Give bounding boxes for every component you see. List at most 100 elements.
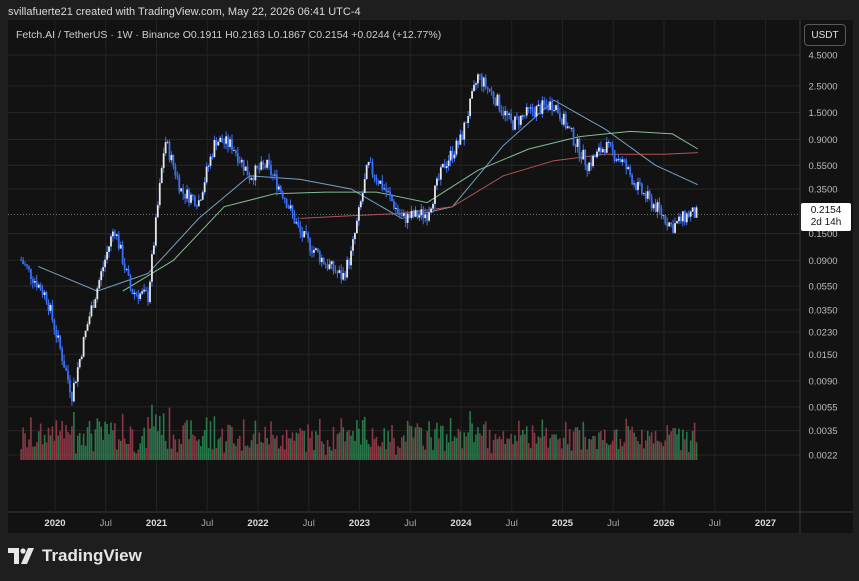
volume-bar bbox=[194, 435, 196, 460]
volume-bar bbox=[61, 421, 63, 460]
volume-bar bbox=[545, 427, 548, 460]
volume-bar bbox=[67, 432, 69, 460]
candle-body-up bbox=[418, 215, 421, 218]
candle-body-down bbox=[664, 215, 667, 224]
volume-bar bbox=[516, 441, 518, 460]
volume-bar bbox=[311, 431, 313, 460]
candle-body-up bbox=[108, 246, 110, 252]
candle-body-down bbox=[67, 370, 69, 380]
candle-body-down bbox=[594, 155, 596, 158]
ohlc-low: L0.1867 bbox=[267, 29, 306, 41]
volume-bar bbox=[685, 431, 688, 460]
candle-body-down bbox=[69, 379, 71, 393]
candle-body-up bbox=[508, 113, 511, 115]
volume-bar bbox=[629, 429, 631, 460]
candle-body-down bbox=[227, 136, 229, 147]
candle-body-down bbox=[71, 392, 73, 402]
candle-body-up bbox=[149, 281, 151, 303]
candle-body-up bbox=[225, 136, 228, 144]
candle-body-up bbox=[535, 106, 538, 117]
volume-bar bbox=[523, 434, 526, 460]
volume-bar bbox=[373, 438, 376, 460]
candle-body-down bbox=[422, 209, 425, 219]
candle-body-up bbox=[90, 305, 93, 317]
currency-button[interactable]: USDT bbox=[804, 24, 846, 46]
candle-body-down bbox=[400, 215, 403, 217]
candle-body-down bbox=[539, 104, 542, 114]
candle-body-down bbox=[24, 263, 26, 265]
candle-body-up bbox=[467, 116, 470, 124]
candle-body-down bbox=[215, 140, 218, 146]
candle-body-down bbox=[398, 212, 401, 216]
candle-body-down bbox=[22, 260, 25, 264]
volume-bar bbox=[26, 447, 28, 460]
volume-bar bbox=[383, 428, 386, 460]
candle-body-up bbox=[295, 222, 298, 224]
volume-bar bbox=[106, 423, 108, 460]
volume-bar bbox=[539, 437, 542, 460]
candle-body-down bbox=[211, 156, 214, 158]
volume-bar bbox=[244, 446, 247, 460]
candle-body-up bbox=[125, 268, 128, 270]
volume-bar bbox=[168, 407, 171, 460]
candle-body-down bbox=[492, 92, 495, 100]
candle-body-down bbox=[59, 335, 62, 349]
candle-body-up bbox=[346, 259, 349, 278]
volume-bar bbox=[375, 436, 378, 460]
volume-bar bbox=[125, 443, 128, 460]
volume-bar bbox=[248, 447, 251, 460]
candle-body-up bbox=[646, 191, 649, 199]
volume-bar bbox=[656, 440, 659, 460]
candle-body-up bbox=[691, 207, 694, 212]
volume-bar bbox=[356, 420, 358, 460]
candle-body-up bbox=[115, 234, 118, 236]
volume-bar bbox=[305, 451, 307, 460]
candle-body-up bbox=[469, 98, 472, 117]
symbol-label[interactable]: Fetch.AI / TetherUS · 1W · Binance bbox=[16, 29, 180, 41]
volume-bar bbox=[443, 450, 446, 460]
volume-bar bbox=[508, 438, 510, 460]
volume-bar bbox=[496, 439, 499, 460]
volume-bar bbox=[387, 431, 389, 460]
volume-bar bbox=[84, 445, 87, 460]
volume-bar bbox=[330, 450, 333, 460]
candle-body-down bbox=[408, 213, 411, 218]
candle-body-up bbox=[652, 204, 655, 209]
bar-countdown: 2d 14h bbox=[810, 217, 842, 228]
candle-body-down bbox=[53, 320, 56, 331]
candle-body-down bbox=[629, 167, 632, 175]
candle-body-down bbox=[268, 159, 270, 165]
candle-body-down bbox=[35, 281, 38, 288]
volume-bar bbox=[422, 445, 425, 460]
volume-bar bbox=[346, 431, 348, 460]
volume-bar bbox=[574, 427, 577, 460]
candle-body-down bbox=[193, 196, 196, 206]
tradingview-brand[interactable]: TradingView bbox=[8, 546, 142, 566]
volume-bar bbox=[112, 430, 114, 460]
candle-body-up bbox=[139, 293, 142, 299]
x-tick-label: 2025 bbox=[552, 518, 574, 529]
volume-bar bbox=[160, 434, 163, 460]
volume-bar bbox=[674, 427, 676, 460]
volume-bar bbox=[297, 433, 300, 460]
candle-body-up bbox=[363, 179, 366, 193]
volume-bar bbox=[164, 440, 167, 460]
volume-bar bbox=[639, 444, 641, 460]
candle-body-up bbox=[365, 165, 368, 180]
candle-body-up bbox=[354, 233, 356, 240]
x-tick-label: Jul bbox=[201, 518, 213, 529]
candle-body-up bbox=[57, 335, 60, 338]
candle-body-up bbox=[414, 210, 417, 217]
volume-bar bbox=[209, 421, 212, 460]
volume-bar bbox=[285, 429, 288, 460]
y-tick-label: 0.0035 bbox=[808, 426, 837, 437]
volume-bar bbox=[502, 431, 505, 460]
volume-bar bbox=[490, 453, 493, 460]
candle-body-down bbox=[195, 205, 198, 207]
volume-bar bbox=[354, 440, 356, 460]
volume-bar bbox=[51, 426, 54, 460]
candle-body-down bbox=[272, 175, 274, 177]
candle-body-down bbox=[480, 75, 483, 87]
